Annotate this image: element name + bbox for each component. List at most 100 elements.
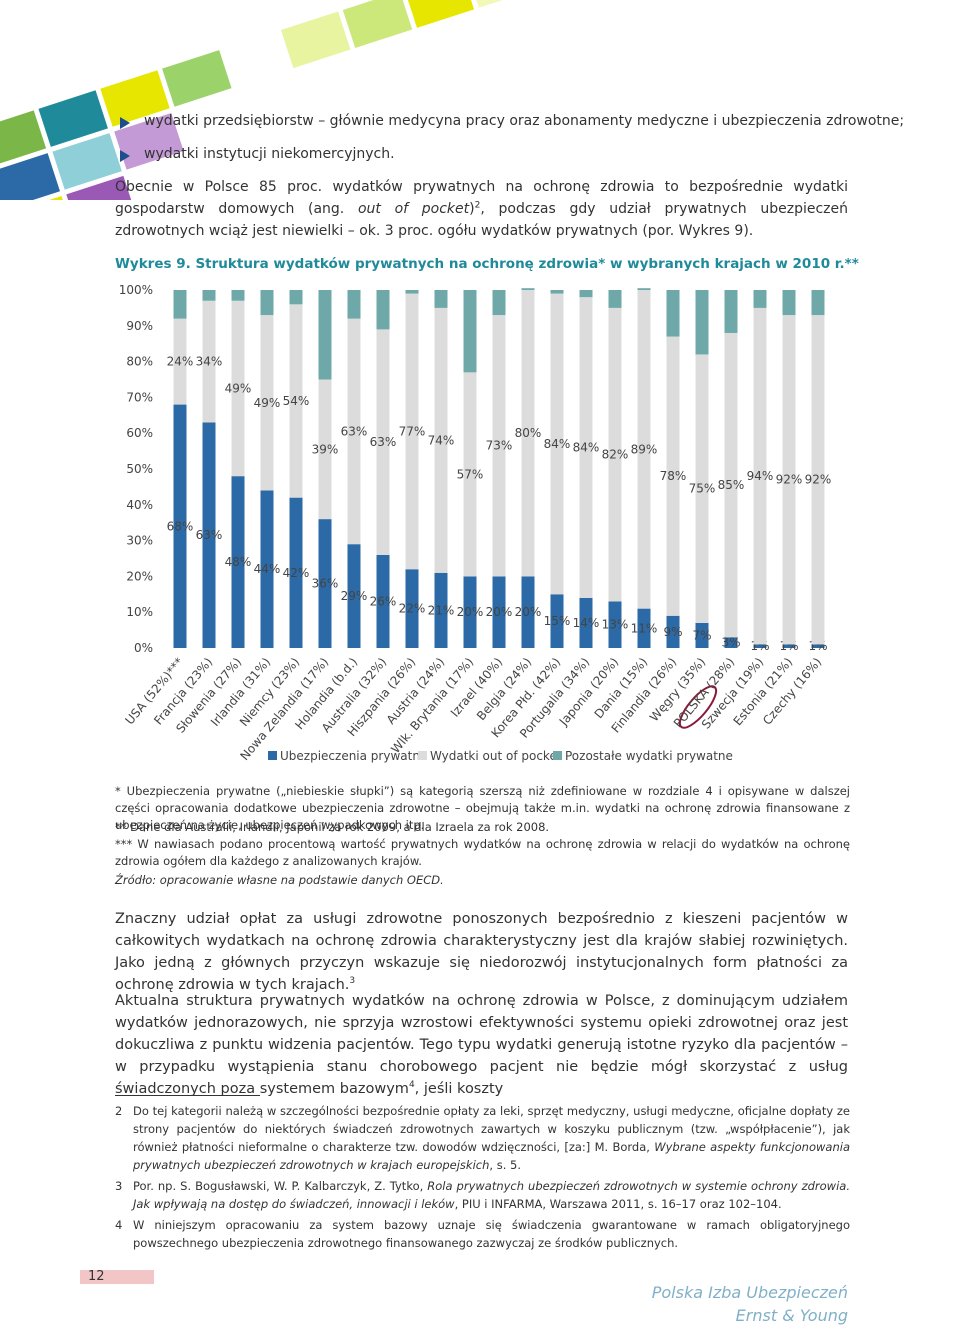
bar-segment bbox=[376, 554, 390, 648]
legend-label: Wydatki out of pocket bbox=[430, 749, 562, 763]
bar-segment bbox=[753, 644, 767, 648]
legend-label: Pozostałe wydatki prywatne bbox=[565, 749, 733, 763]
bar-segment bbox=[724, 637, 738, 648]
bar-segment bbox=[753, 307, 767, 645]
data-label: 84% bbox=[573, 441, 600, 455]
bar-segment bbox=[695, 622, 709, 648]
y-tick-label: 70% bbox=[126, 390, 153, 404]
bar-segment bbox=[753, 290, 767, 308]
data-label: 3% bbox=[721, 636, 740, 650]
bar-segment bbox=[782, 290, 796, 316]
bar-segment bbox=[231, 300, 245, 477]
data-label: 36% bbox=[312, 577, 339, 591]
data-label: 20% bbox=[486, 605, 513, 619]
bar-segment bbox=[434, 307, 448, 573]
bar-segment bbox=[608, 290, 622, 308]
bar-segment bbox=[318, 519, 332, 648]
bar-segment bbox=[521, 288, 535, 290]
y-tick-label: 60% bbox=[126, 426, 153, 440]
y-tick-label: 30% bbox=[126, 534, 153, 548]
bar-segment bbox=[724, 332, 738, 638]
bar-segment bbox=[492, 576, 506, 648]
chart: 0% 10% 20% 30% 40% 50% 60% 70% 80% 90% 100% 68% 24% U… bbox=[119, 283, 832, 763]
bar-segment bbox=[260, 490, 274, 648]
bar-segment bbox=[695, 354, 709, 623]
decoration bbox=[0, 0, 536, 200]
bar-segment bbox=[579, 597, 593, 648]
bar-segment bbox=[521, 290, 535, 577]
legend-label: Ubezpieczenia prywatne bbox=[280, 749, 427, 763]
legend-swatch bbox=[418, 751, 427, 760]
data-label: 68% bbox=[167, 519, 194, 533]
bar-segment bbox=[637, 290, 651, 609]
data-label: 57% bbox=[457, 467, 484, 481]
bar-segment bbox=[608, 601, 622, 648]
note: * Ubezpieczenia prywatne („niebieskie sł… bbox=[115, 784, 850, 832]
paragraph: Znaczny udział opłat za usługi zdrowotne… bbox=[115, 911, 848, 993]
bar-segment bbox=[695, 290, 709, 355]
bar-segment bbox=[492, 290, 506, 316]
data-label: 63% bbox=[196, 528, 223, 542]
bar-segment bbox=[231, 476, 245, 648]
bar-segment bbox=[434, 572, 448, 648]
bar-segment bbox=[347, 318, 361, 545]
bar-segment bbox=[550, 290, 564, 294]
y-tick-label: 0% bbox=[134, 641, 153, 655]
data-label: 89% bbox=[631, 442, 658, 456]
footnote: 3 Por. np. S. Bogusławski, W. P. Kalbarcz… bbox=[115, 1179, 850, 1211]
y-tick-label: 20% bbox=[126, 569, 153, 583]
bar-segment bbox=[347, 290, 361, 319]
footnote: 2 Do tej kategorii należą w szczególności… bbox=[115, 1104, 850, 1172]
data-label: 84% bbox=[544, 437, 571, 451]
bar-segment bbox=[579, 290, 593, 298]
bar-segment bbox=[724, 290, 738, 333]
bar-segment bbox=[202, 422, 216, 648]
y-tick-label: 40% bbox=[126, 498, 153, 512]
data-label: 80% bbox=[515, 426, 542, 440]
bar-segment bbox=[637, 608, 651, 648]
source: Źródło: opracowanie własne na podstawie … bbox=[115, 873, 444, 887]
highlight-circle bbox=[678, 685, 718, 729]
data-label: 39% bbox=[312, 442, 339, 456]
data-label: 44% bbox=[254, 562, 281, 576]
footer: Ernst & Young bbox=[735, 1306, 848, 1325]
bar-segment bbox=[260, 315, 274, 491]
y-tick-label: 80% bbox=[126, 355, 153, 369]
data-label: 20% bbox=[457, 605, 484, 619]
page-number: 12 bbox=[80, 1270, 154, 1284]
data-label: 15% bbox=[544, 614, 571, 628]
data-label: 14% bbox=[573, 616, 600, 630]
bar-segment bbox=[666, 615, 680, 648]
bar-segment bbox=[173, 404, 187, 648]
bar-segment bbox=[550, 594, 564, 648]
bar-segment bbox=[289, 304, 303, 498]
bar-segment bbox=[637, 288, 651, 290]
data-label: 49% bbox=[254, 396, 281, 410]
y-tick-label: 10% bbox=[126, 605, 153, 619]
bar-segment bbox=[782, 315, 796, 645]
data-label: 26% bbox=[370, 594, 397, 608]
bar-segment bbox=[782, 644, 796, 648]
bullet: wydatki instytucji niekomercyjnych. bbox=[120, 146, 395, 162]
y-tick-label: 100% bbox=[119, 283, 153, 297]
data-label: 20% bbox=[515, 605, 542, 619]
data-label: 11% bbox=[631, 621, 658, 635]
bar-segment bbox=[405, 569, 419, 648]
bar-segment bbox=[260, 290, 274, 316]
bullet: wydatki przedsiębiorstw – głównie medycy… bbox=[120, 113, 904, 129]
bar-segment bbox=[173, 290, 187, 319]
bar-segment bbox=[376, 329, 390, 555]
bar-segment bbox=[318, 290, 332, 380]
bar-segment bbox=[347, 544, 361, 648]
bar-segment bbox=[811, 290, 825, 316]
data-label: 7% bbox=[692, 628, 711, 642]
data-label: 13% bbox=[602, 618, 629, 632]
bar-segment bbox=[521, 576, 535, 648]
data-label: 85% bbox=[718, 478, 745, 492]
bar-segment bbox=[811, 644, 825, 648]
footer: Polska Izba Ubezpieczeń bbox=[651, 1283, 848, 1302]
y-tick-label: 90% bbox=[126, 319, 153, 333]
data-label: 94% bbox=[747, 469, 774, 483]
data-label: 22% bbox=[399, 602, 426, 616]
